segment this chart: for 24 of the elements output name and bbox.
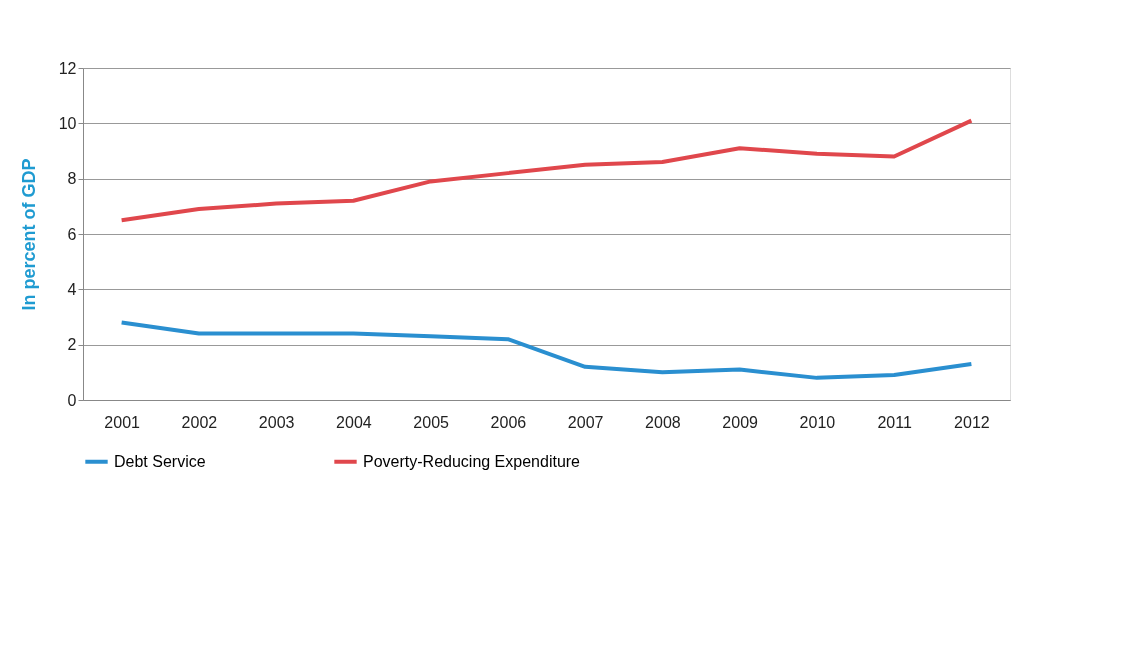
y-tick-label: 12: [58, 59, 77, 77]
line-series: [119, 118, 974, 223]
y-tick-label: 4: [67, 280, 77, 298]
x-tick-label: 2012: [954, 413, 990, 431]
y-tick-label: 8: [67, 170, 77, 188]
y-tick-label: 10: [58, 114, 77, 132]
x-tick-label: 2001: [104, 413, 141, 431]
x-tick-label: 2006: [490, 413, 527, 431]
y-axis-title: In percent of GDP: [18, 158, 39, 311]
x-tick-label: 2011: [877, 413, 912, 431]
y-tick-label: 2: [67, 336, 77, 354]
x-tick-label: 2003: [258, 413, 295, 431]
line-series: [119, 320, 974, 380]
x-tick-label: 2005: [413, 413, 450, 431]
x-tick-label: 2004: [336, 413, 372, 431]
x-tick-label: 2009: [722, 413, 759, 431]
y-tick-label: 6: [67, 225, 77, 243]
legend-label: Debt Service: [114, 452, 206, 470]
x-tick-label: 2008: [645, 413, 681, 431]
x-tick-label: 2010: [799, 413, 836, 431]
y-tick-label: 0: [67, 391, 77, 409]
legend-label: Poverty-Reducing Expenditure: [363, 452, 581, 470]
x-tick-label: 2007: [567, 413, 604, 431]
x-tick-label: 2002: [181, 413, 218, 431]
